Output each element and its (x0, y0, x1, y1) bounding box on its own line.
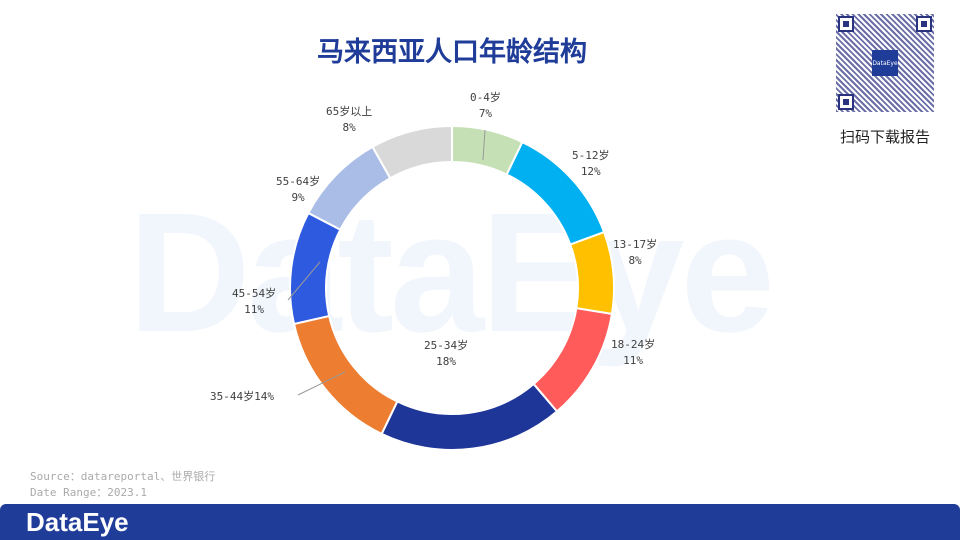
leader-line (482, 129, 486, 161)
donut-slice-1 (505, 140, 606, 246)
qr-logo: DataEye (872, 50, 898, 76)
chart-title: 马来西亚人口年龄结构 (317, 37, 587, 68)
donut-slice-6 (289, 211, 342, 326)
watermark: DataEye (128, 178, 775, 368)
donut-slice-7 (307, 145, 392, 232)
label-18-24: 18-24岁 11% (611, 338, 656, 367)
label-13-17: 13-17岁 8% (613, 238, 658, 267)
qr-code[interactable]: DataEye (836, 14, 934, 112)
donut-slice-4 (380, 382, 559, 451)
qr-caption: 扫码下载报告 (839, 128, 930, 146)
leader-line (287, 261, 321, 301)
donut-slice-5 (292, 314, 399, 436)
source-note: Source：datareportal、世界银行 Date Range：2023.… (30, 470, 216, 499)
label-65-plus: 65岁以上 8% (326, 105, 373, 134)
leader-line (297, 371, 346, 396)
label-0-4: 0-4岁 7% (470, 91, 501, 120)
label-35-44: 35-44岁14% (210, 390, 274, 403)
footer-logo: DataEye (26, 507, 129, 537)
donut-slice-3 (532, 306, 614, 413)
donut-slice-0 (451, 124, 524, 176)
label-45-54: 45-54岁 11% (232, 287, 277, 316)
label-5-12: 5-12岁 12% (572, 149, 610, 178)
donut-slice-2 (568, 230, 615, 316)
footer-bar: DataEye (0, 504, 960, 540)
label-25-34: 25-34岁 18% (424, 339, 469, 368)
label-55-64: 55-64岁 9% (276, 175, 321, 204)
